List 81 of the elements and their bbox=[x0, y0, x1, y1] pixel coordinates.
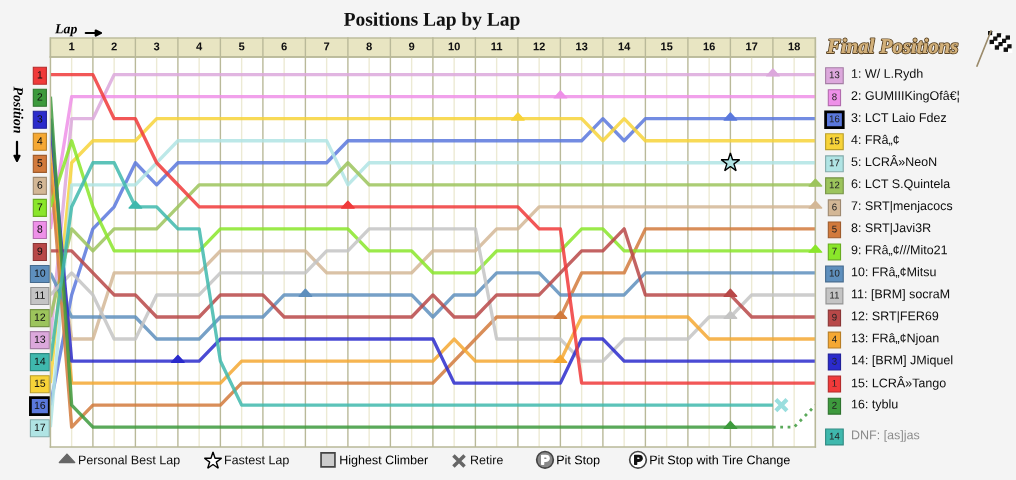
y-tick-label: 10 bbox=[34, 269, 46, 277]
x-tick-label: 9 bbox=[408, 42, 415, 51]
legend-label: 11: [BRM] socraM bbox=[851, 289, 950, 301]
category-label: 16 bbox=[829, 115, 840, 123]
legend-label: 6: LCT S.Quintela bbox=[851, 178, 951, 191]
text: Personal Best Lap bbox=[79, 455, 180, 467]
chart-title: Positions Lap by Lap bbox=[343, 12, 520, 30]
category-label: 9 bbox=[832, 313, 837, 321]
line-series bbox=[50, 227, 816, 319]
x-tick-label: 13 bbox=[576, 42, 588, 51]
y-tick-label: 17 bbox=[34, 423, 46, 431]
category-label: 14 bbox=[829, 432, 840, 440]
category-label: 17 bbox=[829, 159, 840, 167]
y-tick-label: 4 bbox=[37, 137, 43, 145]
category-label: 3 bbox=[832, 357, 837, 365]
x-tick-label: 7 bbox=[324, 42, 330, 51]
category-label: 11 bbox=[830, 291, 839, 299]
x-tick-label: 2 bbox=[111, 42, 117, 51]
point bbox=[720, 152, 741, 172]
y-tick-label: 5 bbox=[37, 159, 43, 167]
y-tick-label: 15 bbox=[34, 379, 46, 387]
category-label: 5 bbox=[832, 225, 837, 233]
category-label: 15 bbox=[829, 137, 840, 145]
legend-label: 1: W/ L.Rydh bbox=[851, 68, 923, 81]
legend-label: 12: SRT|FER69 bbox=[851, 311, 939, 323]
y-tick-label: 12 bbox=[34, 313, 46, 321]
y-tick-label: 16 bbox=[34, 401, 46, 410]
y-tick-label: 14 bbox=[34, 357, 46, 365]
legend-label: Pit Stop bbox=[557, 455, 600, 467]
x-tick-label: 17 bbox=[746, 42, 758, 51]
legend-label: 16: tyblu bbox=[851, 399, 898, 411]
legend-label: 2: GUMIIIKingOfâ€¦ bbox=[851, 90, 959, 103]
x-tick-label: 5 bbox=[238, 42, 245, 51]
text: Final Positions bbox=[826, 38, 958, 54]
y-axis-title: Position bbox=[13, 86, 24, 133]
legend-label: 14: [BRM] JMiquel bbox=[851, 355, 953, 367]
category-label: 12 bbox=[829, 181, 840, 189]
x-tick-label: 14 bbox=[618, 42, 631, 51]
y-tick-label: 11 bbox=[35, 291, 45, 299]
y-tick-label: 13 bbox=[34, 335, 46, 343]
legend-label: 7: SRT|menjacocs bbox=[851, 200, 953, 213]
x-tick-label: 8 bbox=[366, 42, 372, 51]
y-tick-label: 2 bbox=[37, 93, 43, 101]
legend-label: Pit Stop with Tire Change bbox=[650, 455, 790, 467]
category-label: 8 bbox=[832, 93, 837, 101]
x-tick-label: 3 bbox=[153, 42, 160, 51]
legend-label: 15: LCRÂ»Tango bbox=[851, 376, 946, 390]
text: Retire bbox=[471, 455, 503, 465]
y-tick-label: 3 bbox=[37, 115, 43, 123]
x-tick-label: 11 bbox=[491, 42, 503, 51]
x-tick-label: 4 bbox=[196, 42, 203, 51]
legend-label: 10: FRâ„¢Mitsu bbox=[851, 267, 936, 278]
legend-label: 4: FRâ„¢ bbox=[851, 134, 899, 146]
y-tick-label: 6 bbox=[37, 181, 43, 189]
category-label: 6 bbox=[832, 203, 837, 211]
legend-label: 9: FRâ„¢///Mito21 bbox=[851, 245, 947, 256]
legend-label: 13: FRâ„¢Njoan bbox=[851, 333, 939, 345]
category-label: 2 bbox=[832, 401, 837, 409]
category-label: 1 bbox=[832, 379, 837, 387]
x-tick-label: 6 bbox=[281, 42, 287, 51]
x-tick-label: 1 bbox=[69, 42, 75, 51]
x-tick-label: 12 bbox=[533, 42, 545, 51]
x-tick-label: 10 bbox=[448, 42, 460, 51]
x-tick-label: 18 bbox=[788, 42, 800, 51]
y-tick-label: 7 bbox=[37, 203, 43, 211]
category-label: 10 bbox=[829, 269, 840, 277]
y-tick-label: 8 bbox=[37, 225, 43, 233]
legend-label: Highest Climber bbox=[340, 455, 428, 467]
category-label: 7 bbox=[832, 247, 837, 255]
category-label: 4 bbox=[831, 335, 837, 343]
y-tick-label: 1 bbox=[37, 71, 43, 79]
category-label: 13 bbox=[829, 71, 840, 79]
y-tick-label: 9 bbox=[37, 247, 43, 255]
text: Fastest Lap bbox=[225, 455, 289, 467]
legend-label: 3: LCT Laio Fdez bbox=[851, 112, 947, 123]
legend-label: DNF: [as]jas bbox=[852, 430, 920, 442]
x-axis-title: Lap bbox=[54, 24, 77, 37]
x-tick-label: 15 bbox=[661, 42, 673, 51]
x-tick-label: 16 bbox=[703, 42, 715, 51]
legend-label: 8: SRT|Javi3R bbox=[851, 223, 931, 235]
legend-label: 5: LCRÂ»NeoN bbox=[851, 155, 937, 167]
